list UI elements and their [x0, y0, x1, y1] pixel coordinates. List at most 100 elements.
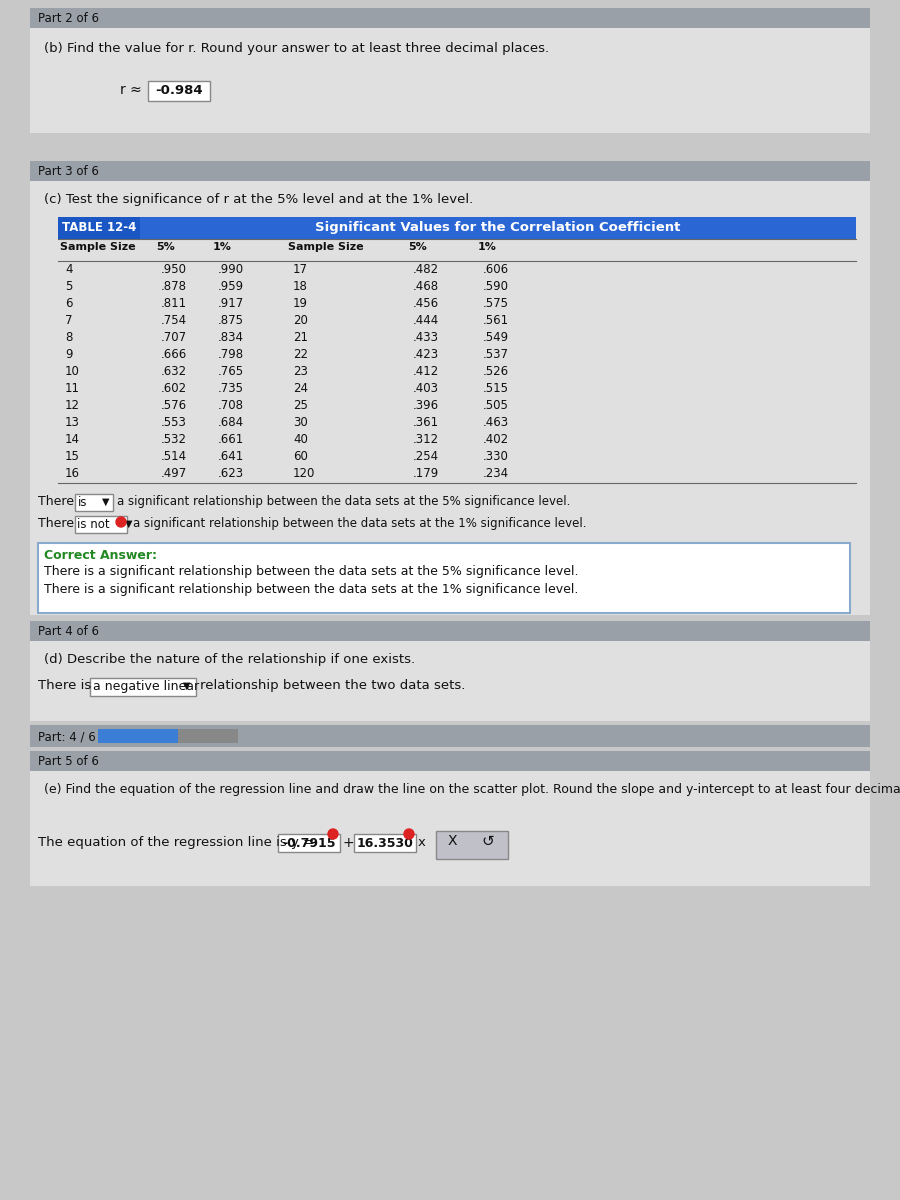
Text: .412: .412: [413, 365, 439, 378]
Text: .707: .707: [161, 331, 187, 344]
Text: (e) Find the equation of the regression line and draw the line on the scatter pl: (e) Find the equation of the regression …: [44, 782, 900, 796]
Text: Part 5 of 6: Part 5 of 6: [38, 755, 99, 768]
Text: The equation of the regression line is y =: The equation of the regression line is y…: [38, 836, 314, 850]
Text: There is: There is: [38, 679, 91, 692]
Text: X: X: [447, 834, 456, 848]
Text: -0.7915: -0.7915: [283, 838, 336, 850]
Text: 18: 18: [293, 280, 308, 293]
Text: .456: .456: [413, 296, 439, 310]
Text: Sample Size: Sample Size: [288, 242, 364, 252]
Text: TABLE 12-4: TABLE 12-4: [62, 221, 136, 234]
Text: 16: 16: [65, 467, 80, 480]
Text: .602: .602: [161, 382, 187, 395]
Text: 5%: 5%: [156, 242, 175, 252]
Text: .330: .330: [483, 450, 508, 463]
Text: .834: .834: [218, 331, 244, 344]
Text: 15: 15: [65, 450, 80, 463]
Text: .811: .811: [161, 296, 187, 310]
Text: .312: .312: [413, 433, 439, 446]
Text: Part 3 of 6: Part 3 of 6: [38, 164, 99, 178]
Text: .537: .537: [483, 348, 509, 361]
Circle shape: [404, 829, 414, 839]
Text: There is a significant relationship between the data sets at the 5% significance: There is a significant relationship betw…: [44, 565, 579, 578]
Bar: [98, 728, 178, 743]
Bar: [30, 28, 870, 133]
Text: 7: 7: [65, 314, 73, 326]
Text: .666: .666: [161, 348, 187, 361]
Text: .590: .590: [483, 280, 509, 293]
Text: 60: 60: [293, 450, 308, 463]
Text: Part 4 of 6: Part 4 of 6: [38, 625, 99, 638]
Text: +: +: [342, 836, 354, 850]
Text: ▼: ▼: [183, 680, 191, 691]
Text: 14: 14: [65, 433, 80, 446]
Text: 22: 22: [293, 348, 308, 361]
Bar: [30, 725, 870, 746]
Text: 1%: 1%: [478, 242, 497, 252]
Bar: [38, 542, 850, 613]
Text: 120: 120: [293, 467, 315, 480]
Text: .765: .765: [218, 365, 244, 378]
Bar: [30, 770, 870, 886]
Circle shape: [328, 829, 338, 839]
Bar: [30, 8, 870, 28]
Bar: [436, 830, 508, 859]
Text: 9: 9: [65, 348, 73, 361]
Text: .735: .735: [218, 382, 244, 395]
Text: Sample Size: Sample Size: [60, 242, 136, 252]
Text: .641: .641: [218, 450, 244, 463]
Text: 40: 40: [293, 433, 308, 446]
Bar: [90, 678, 196, 696]
Text: Significant Values for the Correlation Coefficient: Significant Values for the Correlation C…: [315, 221, 680, 234]
Text: .402: .402: [483, 433, 509, 446]
Bar: [58, 217, 140, 239]
Text: 6: 6: [65, 296, 73, 310]
Text: .950: .950: [161, 263, 187, 276]
Text: 25: 25: [293, 398, 308, 412]
Text: 5: 5: [65, 280, 72, 293]
Text: .463: .463: [483, 416, 509, 428]
Text: relationship between the two data sets.: relationship between the two data sets.: [200, 679, 465, 692]
Text: 17: 17: [293, 263, 308, 276]
Text: r ≈: r ≈: [120, 83, 142, 97]
Text: .468: .468: [413, 280, 439, 293]
Text: (c) Test the significance of r at the 5% level and at the 1% level.: (c) Test the significance of r at the 5%…: [44, 193, 473, 206]
Text: .361: .361: [413, 416, 439, 428]
Text: 20: 20: [293, 314, 308, 326]
Text: is: is: [78, 496, 87, 509]
Text: a significant relationship between the data sets at the 1% significance level.: a significant relationship between the d…: [133, 517, 587, 530]
Bar: [140, 217, 856, 239]
Text: .234: .234: [483, 467, 509, 480]
Text: 8: 8: [65, 331, 72, 344]
Text: 23: 23: [293, 365, 308, 378]
Bar: [278, 834, 340, 852]
Text: .549: .549: [483, 331, 509, 344]
Text: .179: .179: [413, 467, 439, 480]
Text: .433: .433: [413, 331, 439, 344]
Bar: [30, 161, 870, 181]
Bar: [148, 80, 210, 101]
Text: Part 2 of 6: Part 2 of 6: [38, 12, 99, 25]
Text: 11: 11: [65, 382, 80, 395]
Bar: [354, 834, 416, 852]
Text: .497: .497: [161, 467, 187, 480]
Text: .526: .526: [483, 365, 509, 378]
Text: is not: is not: [77, 518, 110, 530]
Text: .403: .403: [413, 382, 439, 395]
Text: .514: .514: [161, 450, 187, 463]
Text: a significant relationship between the data sets at the 5% significance level.: a significant relationship between the d…: [117, 494, 571, 508]
Text: .875: .875: [218, 314, 244, 326]
Text: 10: 10: [65, 365, 80, 378]
Text: .561: .561: [483, 314, 509, 326]
Text: .576: .576: [161, 398, 187, 412]
Circle shape: [116, 517, 126, 527]
Text: .396: .396: [413, 398, 439, 412]
Text: 13: 13: [65, 416, 80, 428]
Text: x: x: [418, 836, 426, 850]
Text: .959: .959: [218, 280, 244, 293]
Text: .515: .515: [483, 382, 509, 395]
Text: Part: 4 / 6: Part: 4 / 6: [38, 730, 95, 743]
Text: .754: .754: [161, 314, 187, 326]
Text: .532: .532: [161, 433, 187, 446]
Text: (b) Find the value for r. Round your answer to at least three decimal places.: (b) Find the value for r. Round your ans…: [44, 42, 549, 55]
